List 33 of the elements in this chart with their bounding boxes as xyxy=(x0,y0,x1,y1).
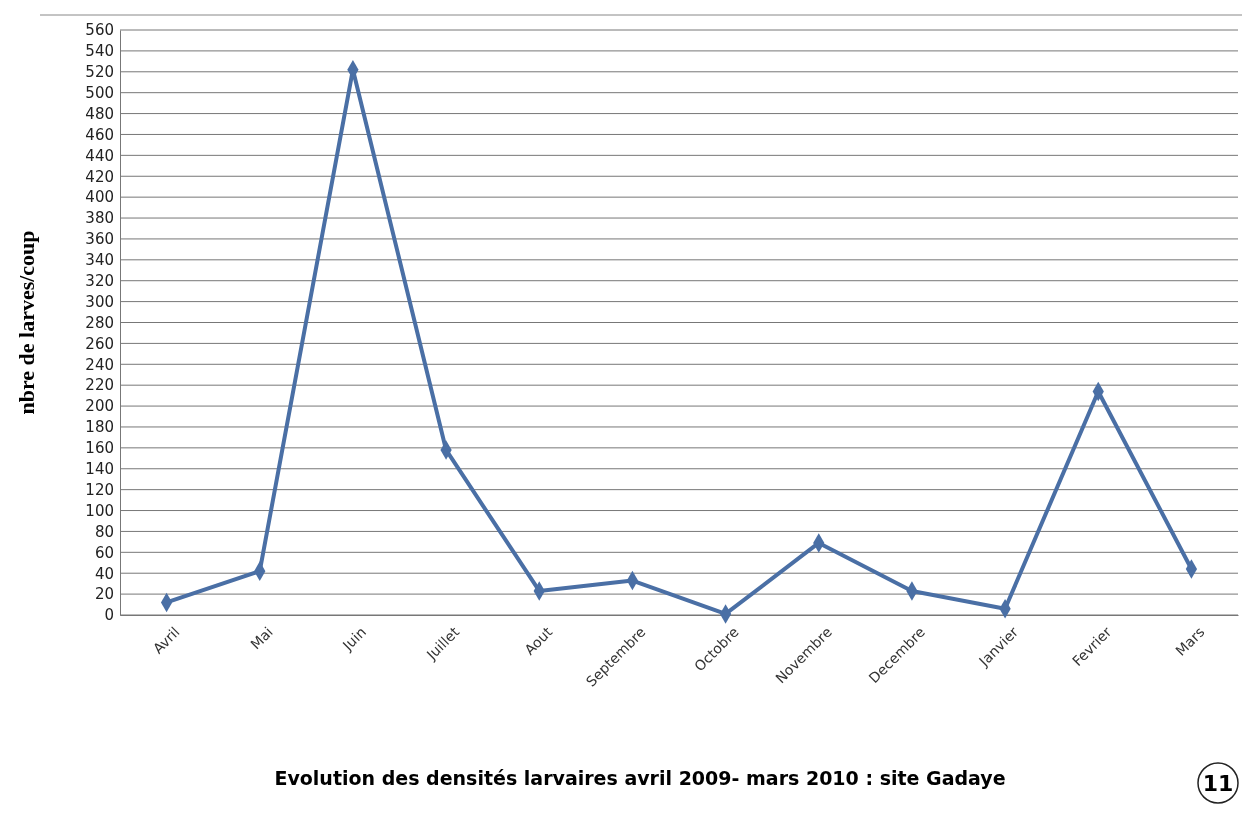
y-tick-label: 440 xyxy=(85,146,114,165)
y-tick-label: 120 xyxy=(85,480,114,499)
y-tick-label: 240 xyxy=(85,355,114,374)
y-tick-label: 60 xyxy=(94,543,114,562)
y-tick-label: 360 xyxy=(85,230,114,249)
y-tick-label: 160 xyxy=(85,439,114,458)
y-tick-label: 0 xyxy=(104,606,114,625)
y-tick-label: 180 xyxy=(85,418,114,437)
y-tick-label: 460 xyxy=(85,125,114,144)
y-tick-label: 480 xyxy=(85,104,114,123)
text: 11 xyxy=(1202,771,1234,796)
y-tick-label: 20 xyxy=(94,585,114,604)
y-tick-label: 400 xyxy=(85,188,114,207)
text: Evolution des densités larvaires avril 2009- mars 2010 : site Gadaye xyxy=(274,767,1006,789)
y-tick-label: 540 xyxy=(85,42,114,61)
y-tick-label: 140 xyxy=(85,460,114,479)
y-tick-label: 260 xyxy=(85,334,114,353)
y-tick-label: 40 xyxy=(94,564,114,583)
y-tick-label: 340 xyxy=(85,251,114,270)
y-tick-label: 500 xyxy=(85,83,114,102)
y-axis-title: nbre de larves/coup xyxy=(14,230,39,415)
x-tick-label: Mai xyxy=(247,623,276,653)
y-tick-label: 280 xyxy=(85,313,114,332)
y-tick-label: 220 xyxy=(85,376,114,395)
y-tick-label: 80 xyxy=(94,522,114,541)
y-tick-label: 200 xyxy=(85,397,114,416)
y-tick-label: 320 xyxy=(85,272,114,291)
y-tick-label: 420 xyxy=(85,167,114,186)
y-tick-label: 100 xyxy=(85,501,114,520)
y-tick-label: 560 xyxy=(85,21,114,40)
y-tick-label: 300 xyxy=(85,292,114,311)
y-tick-label: 380 xyxy=(85,209,114,228)
y-tick-label: 520 xyxy=(85,63,114,82)
